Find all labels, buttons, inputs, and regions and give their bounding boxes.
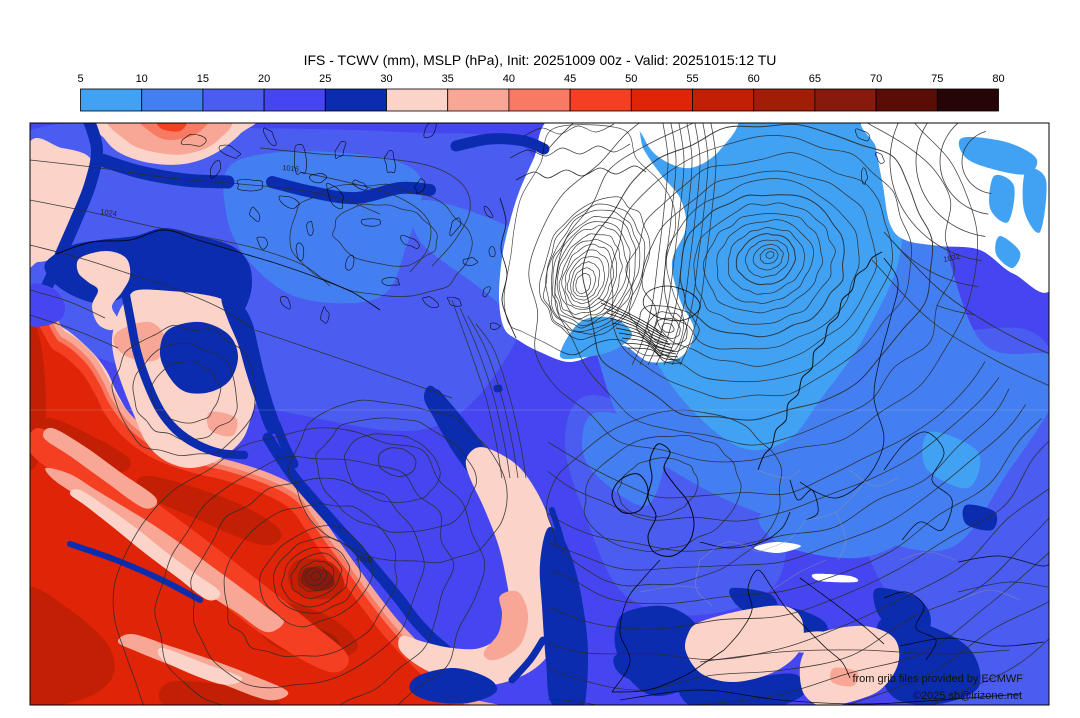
svg-text:15: 15 xyxy=(197,73,209,85)
svg-text:1024: 1024 xyxy=(100,207,118,218)
svg-text:5: 5 xyxy=(77,73,83,85)
svg-text:1000: 1000 xyxy=(355,553,373,565)
svg-text:10: 10 xyxy=(136,73,148,85)
svg-text:75: 75 xyxy=(931,73,943,85)
svg-text:70: 70 xyxy=(870,73,882,85)
svg-text:65: 65 xyxy=(809,73,821,85)
svg-text:45: 45 xyxy=(564,73,576,85)
svg-text:55: 55 xyxy=(686,73,698,85)
svg-text:35: 35 xyxy=(442,73,454,85)
svg-text:30: 30 xyxy=(380,73,392,85)
svg-text:50: 50 xyxy=(625,73,637,85)
svg-text:80: 80 xyxy=(992,73,1004,85)
svg-text:25: 25 xyxy=(319,73,331,85)
svg-text:1032: 1032 xyxy=(943,252,961,264)
svg-text:1016: 1016 xyxy=(282,163,300,174)
svg-text:20: 20 xyxy=(258,73,270,85)
svg-text:40: 40 xyxy=(503,73,515,85)
svg-text:60: 60 xyxy=(748,73,760,85)
